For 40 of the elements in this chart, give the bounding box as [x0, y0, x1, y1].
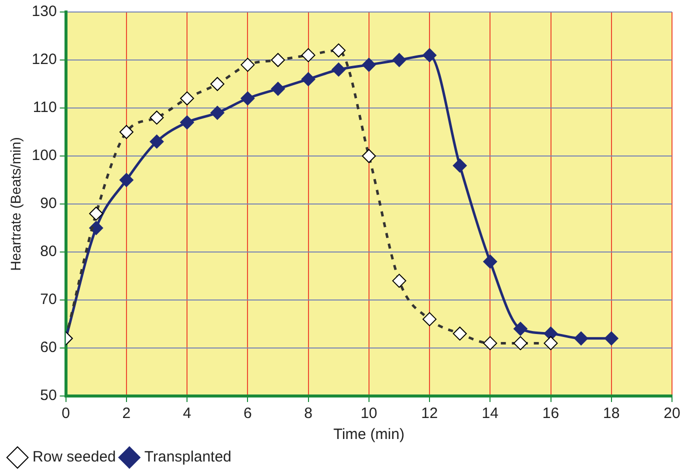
x-tick-label: 4 [182, 405, 192, 422]
point [150, 134, 164, 149]
y-tick-label: 100 [32, 147, 57, 164]
y-tick-label: 130 [32, 3, 57, 20]
point [180, 115, 194, 130]
y-tick-label: 70 [40, 291, 57, 308]
x-tick-label: 0 [62, 405, 70, 422]
x-tick-label: 18 [603, 405, 620, 422]
point [210, 106, 224, 120]
x-tick-label: 10 [360, 405, 378, 422]
y-tick-label: 90 [40, 195, 57, 212]
y-tick-label: 80 [40, 243, 57, 260]
x-tick-label: 8 [304, 405, 312, 422]
x-tick-label: 20 [664, 405, 680, 422]
point [240, 91, 255, 106]
point [392, 53, 406, 67]
x-tick-label: 12 [421, 405, 438, 422]
point [270, 82, 285, 96]
y-axis-title: Heartrate (Beats/min) [7, 137, 24, 271]
x-tick-label: 2 [122, 405, 131, 422]
point [332, 62, 346, 77]
point [301, 72, 316, 86]
y-tick-label: 60 [40, 339, 57, 356]
x-axis-title: Time (min) [333, 426, 404, 444]
x-tick-label: 6 [244, 405, 252, 422]
point [422, 48, 437, 62]
point [452, 158, 467, 173]
legend-label: Transplanted [144, 448, 232, 466]
point [362, 58, 376, 72]
y-tick-label: 50 [40, 387, 57, 404]
x-tick-label: 14 [482, 405, 498, 422]
y-tick-label: 120 [32, 51, 57, 68]
point [574, 331, 588, 346]
y-tick-label: 110 [32, 99, 57, 116]
legend-label: Row seeded [32, 448, 116, 466]
point [604, 331, 618, 346]
x-tick-label: 16 [542, 405, 560, 422]
point [119, 173, 134, 187]
point [513, 322, 528, 336]
point [483, 254, 498, 269]
